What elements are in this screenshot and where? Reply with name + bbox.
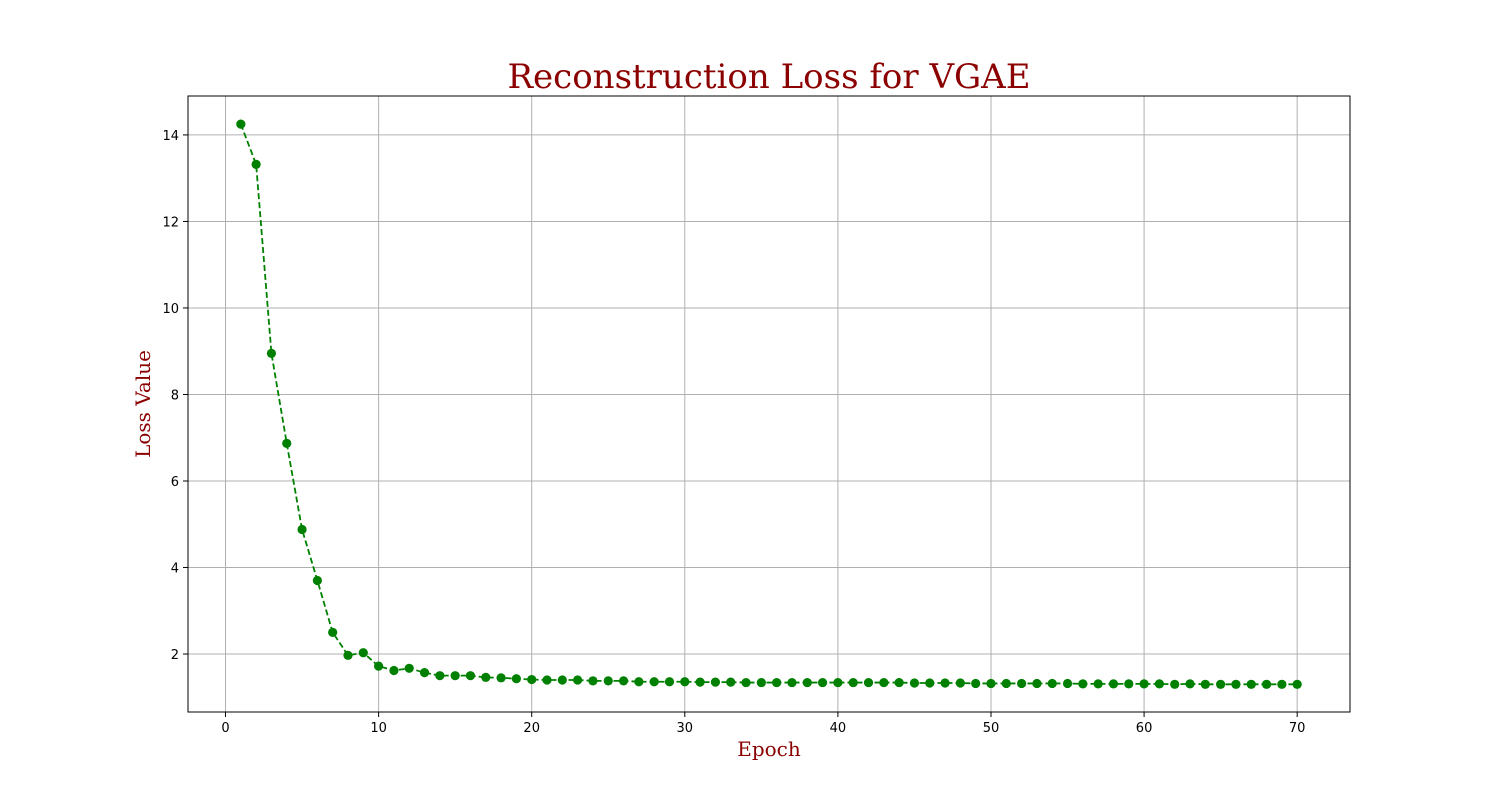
data-point xyxy=(772,677,782,688)
data-point xyxy=(266,348,277,358)
data-point xyxy=(1170,679,1180,689)
data-point xyxy=(1139,679,1149,689)
data-point xyxy=(1261,679,1272,689)
x-tick-label: 30 xyxy=(677,721,694,736)
data-point xyxy=(1078,679,1088,689)
x-tick-label: 0 xyxy=(221,721,229,736)
data-point xyxy=(802,677,812,688)
x-tick-label: 70 xyxy=(1289,721,1306,736)
data-point xyxy=(1231,679,1241,689)
data-point xyxy=(1154,679,1164,689)
data-point xyxy=(435,671,445,681)
data-point xyxy=(419,668,430,678)
data-point xyxy=(879,677,889,688)
data-point xyxy=(1246,679,1256,689)
data-point xyxy=(1047,678,1057,689)
data-point xyxy=(450,671,460,681)
data-point xyxy=(465,671,476,681)
data-point xyxy=(374,661,384,671)
data-point xyxy=(236,119,246,129)
data-point xyxy=(557,675,567,685)
data-point xyxy=(1032,678,1042,689)
y-axis: 2 4 6 8 10 12 14 xyxy=(162,129,188,663)
data-point xyxy=(1216,679,1226,689)
data-point xyxy=(756,677,766,688)
data-point xyxy=(695,677,705,687)
data-point xyxy=(680,677,690,687)
data-point xyxy=(894,677,904,688)
plot-frame xyxy=(187,95,1351,713)
data-point xyxy=(588,676,598,686)
data-point xyxy=(496,673,506,683)
data-point xyxy=(603,676,613,686)
y-tick-label: 12 xyxy=(162,215,179,230)
data-point xyxy=(710,677,721,687)
data-point xyxy=(1185,679,1195,689)
data-point xyxy=(404,663,414,673)
data-point xyxy=(1108,679,1119,689)
data-point xyxy=(833,677,843,688)
y-tick-label: 14 xyxy=(162,129,179,144)
data-point xyxy=(863,677,874,688)
data-point xyxy=(726,677,736,687)
data-point xyxy=(649,677,659,687)
data-point xyxy=(1093,679,1103,689)
data-point xyxy=(297,524,307,535)
data-point xyxy=(664,677,675,687)
y-tick-label: 10 xyxy=(162,302,179,317)
data-point xyxy=(251,159,261,169)
data-point xyxy=(481,672,491,682)
x-tick-label: 50 xyxy=(983,721,1000,736)
data-point xyxy=(1062,678,1073,689)
data-point xyxy=(787,677,797,688)
series-line xyxy=(236,119,1302,689)
data-point xyxy=(940,678,950,688)
x-tick-label: 20 xyxy=(523,721,540,736)
y-tick-label: 6 xyxy=(171,475,179,490)
data-point xyxy=(817,677,828,688)
data-point xyxy=(1001,678,1011,689)
data-point xyxy=(848,677,858,688)
data-point xyxy=(358,648,368,658)
data-point xyxy=(634,677,644,687)
x-tick-label: 60 xyxy=(1136,721,1153,736)
data-point xyxy=(527,674,537,685)
data-point xyxy=(955,678,965,688)
data-point xyxy=(925,678,935,688)
data-point xyxy=(542,675,552,685)
data-point xyxy=(1292,679,1302,689)
data-point xyxy=(1017,678,1027,689)
y-tick-label: 8 xyxy=(171,388,179,403)
chart-title: Reconstruction Loss for VGAE xyxy=(507,57,1030,97)
data-point xyxy=(1124,679,1134,689)
data-point xyxy=(909,678,920,688)
data-point xyxy=(1200,679,1210,689)
x-tick-label: 40 xyxy=(830,721,847,736)
data-point xyxy=(328,627,338,638)
data-point xyxy=(1277,679,1287,689)
data-point xyxy=(312,575,322,586)
data-point xyxy=(618,676,629,686)
data-point xyxy=(282,438,292,448)
y-axis-label: Loss Value xyxy=(131,350,155,458)
x-axis-label: Epoch xyxy=(737,737,801,761)
grid xyxy=(188,96,1350,712)
data-point xyxy=(741,677,751,688)
x-axis: 0 10 20 30 40 50 60 70 xyxy=(221,712,1305,736)
loss-line xyxy=(239,123,1298,686)
data-point xyxy=(511,674,521,684)
data-point xyxy=(971,678,981,689)
y-tick-label: 2 xyxy=(171,648,179,663)
data-point xyxy=(986,678,996,689)
data-point xyxy=(573,675,583,685)
data-point xyxy=(389,665,399,676)
y-tick-label: 4 xyxy=(171,562,179,577)
data-point xyxy=(343,650,353,660)
x-tick-label: 10 xyxy=(370,721,387,736)
